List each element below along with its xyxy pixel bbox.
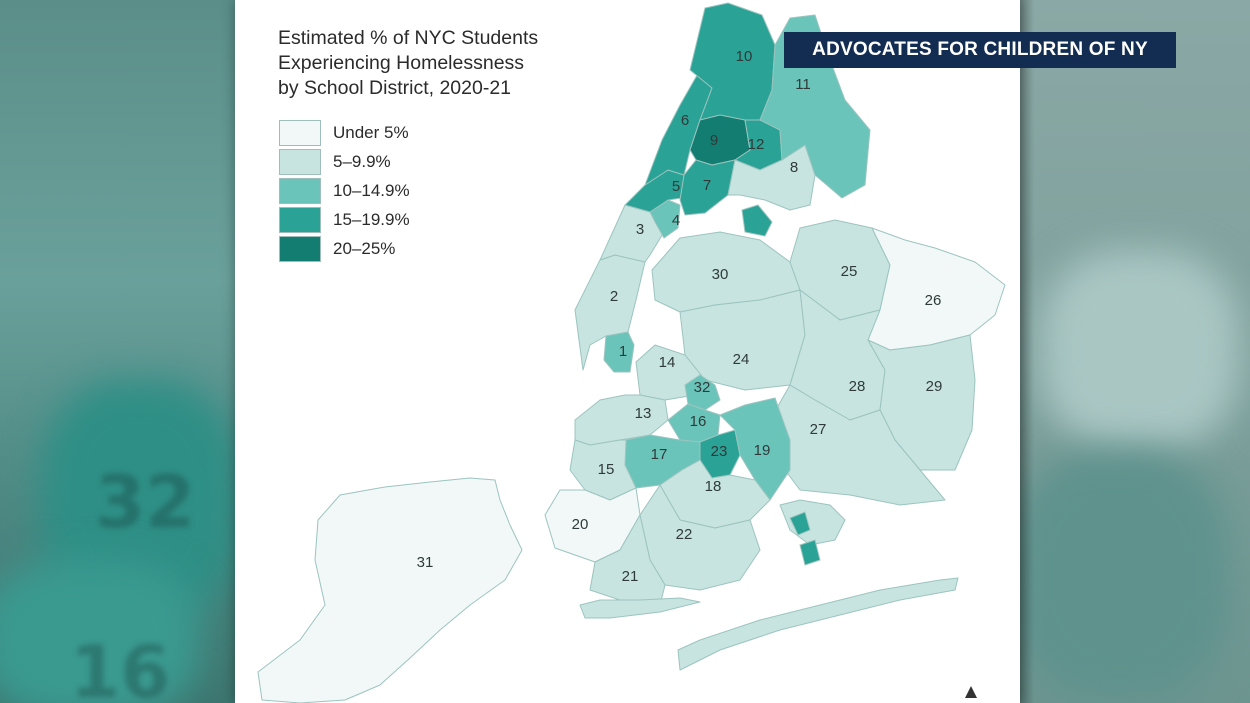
legend-swatch — [279, 206, 321, 233]
rikers-island — [741, 204, 773, 237]
legend-swatch — [279, 177, 321, 204]
island — [789, 511, 811, 536]
district-label-19: 19 — [754, 442, 771, 459]
panel-shadow — [1020, 0, 1034, 703]
legend-label: 20–25% — [333, 238, 396, 258]
legend-item: 15–19.9% — [279, 205, 410, 234]
legend-swatch — [279, 119, 321, 146]
district-15 — [569, 439, 637, 501]
north-arrow-icon — [965, 686, 977, 698]
legend-label: Under 5% — [333, 122, 409, 142]
legend-item: 20–25% — [279, 234, 410, 263]
district-label-26: 26 — [925, 292, 942, 309]
legend-swatch — [279, 148, 321, 175]
district-label-25: 25 — [841, 263, 858, 280]
legend-label: 5–9.9% — [333, 151, 391, 171]
district-label-17: 17 — [651, 446, 668, 463]
district-21 — [589, 514, 666, 606]
broadcast-caption-banner: ADVOCATES FOR CHILDREN OF NY — [784, 32, 1176, 68]
district-label-15: 15 — [598, 461, 615, 478]
title-line: by School District, 2020-21 — [278, 77, 512, 99]
district-label-13: 13 — [635, 405, 652, 422]
district-label-14: 14 — [659, 354, 676, 371]
background-number: 16 — [70, 630, 171, 703]
island — [799, 539, 821, 566]
district-label-4: 4 — [672, 212, 680, 229]
district-31 — [257, 477, 523, 703]
legend-label: 10–14.9% — [333, 180, 410, 200]
legend-item: Under 5% — [279, 118, 410, 147]
district-1 — [603, 331, 635, 373]
legend-item: 10–14.9% — [279, 176, 410, 205]
district-label-1: 1 — [619, 343, 627, 360]
district-label-2: 2 — [610, 288, 618, 305]
district-label-6: 6 — [681, 112, 689, 129]
broad-channel — [779, 499, 846, 546]
district-19 — [719, 397, 791, 501]
district-label-10: 10 — [736, 48, 753, 65]
district-label-9: 9 — [710, 132, 718, 149]
title-line: Estimated % of NYC Students — [278, 27, 539, 49]
background-blob — [1020, 450, 1230, 700]
district-29 — [867, 334, 976, 471]
district-label-7: 7 — [703, 177, 711, 194]
district-label-3: 3 — [636, 221, 644, 238]
district-label-27: 27 — [810, 421, 827, 438]
map-title: Estimated % of NYC Students Experiencing… — [278, 26, 538, 101]
background-left: 32 16 — [0, 0, 235, 703]
jamaica-bay-islands — [789, 511, 821, 566]
district-label-21: 21 — [622, 568, 639, 585]
map-legend: Under 5% 5–9.9% 10–14.9% 15–19.9% 20–25% — [279, 118, 410, 263]
district-label-30: 30 — [712, 266, 729, 283]
district-27-rockaway — [677, 577, 959, 671]
background-blob — [1040, 250, 1240, 450]
coney-island — [579, 597, 701, 619]
district-26 — [867, 227, 1006, 351]
district-label-22: 22 — [676, 526, 693, 543]
district-label-32: 32 — [694, 379, 711, 396]
district-label-24: 24 — [733, 351, 750, 368]
district-label-8: 8 — [790, 159, 798, 176]
background-right — [1020, 0, 1250, 703]
district-8 — [727, 144, 816, 211]
legend-label: 15–19.9% — [333, 209, 410, 229]
district-label-29: 29 — [926, 378, 943, 395]
district-label-31: 31 — [417, 554, 434, 571]
district-label-28: 28 — [849, 378, 866, 395]
district-label-5: 5 — [672, 178, 680, 195]
legend-item: 5–9.9% — [279, 147, 410, 176]
district-label-12: 12 — [748, 136, 765, 153]
title-line: Experiencing Homelessness — [278, 52, 525, 74]
district-label-11: 11 — [795, 76, 811, 93]
background-number: 32 — [95, 460, 196, 544]
district-label-16: 16 — [690, 413, 707, 430]
district-label-23: 23 — [711, 443, 728, 460]
background-blob — [0, 560, 200, 703]
district-20 — [544, 487, 641, 563]
district-label-18: 18 — [705, 478, 722, 495]
district-label-20: 20 — [572, 516, 589, 533]
legend-swatch — [279, 235, 321, 262]
